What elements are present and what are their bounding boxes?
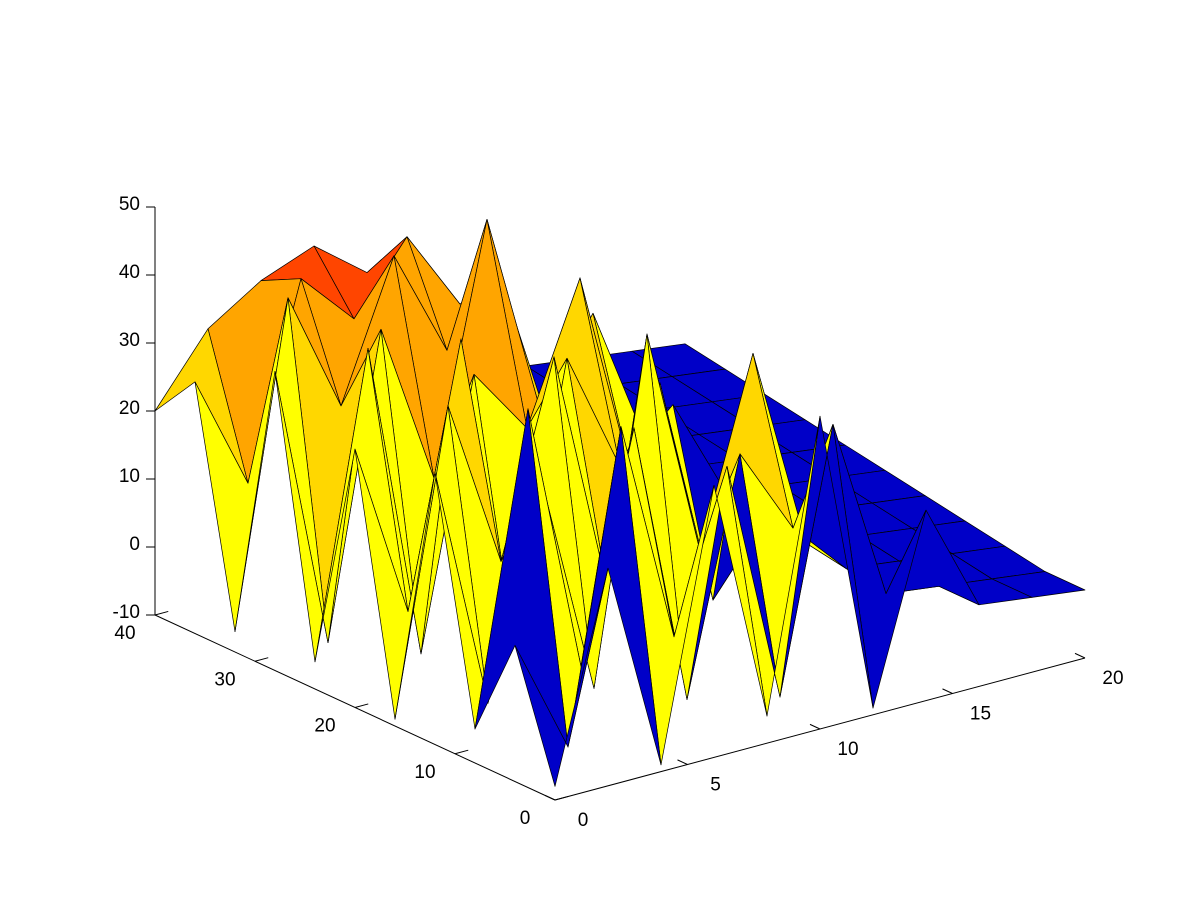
x-tick [809,723,821,730]
x-tick-label: 15 [970,704,991,725]
x-tick [677,759,688,765]
z-tick-label: 30 [119,330,140,351]
y-tick-label: 0 [520,808,531,829]
y-tick [254,657,269,662]
x-tick [942,688,953,694]
surface-face [514,567,609,787]
y-tick-label: 10 [414,762,435,783]
z-tick-label: 40 [119,262,140,283]
y-tick-label: 20 [314,716,335,737]
x-tick-label: 20 [1102,668,1123,689]
y-tick [554,795,569,801]
y-tick [154,610,169,616]
x-tick [544,794,556,801]
y-tick [354,703,369,708]
x-tick-label: 10 [837,739,858,760]
z-tick-label: 10 [119,466,140,487]
y-tick [454,749,469,755]
z-tick-label: 20 [119,398,140,419]
z-tick-label: -10 [113,602,140,623]
z-tick-label: 0 [129,534,140,555]
y-tick-label: 30 [214,669,235,690]
x-tick-label: 5 [710,775,721,796]
x-tick [1074,652,1086,659]
y-tick-label: 40 [114,623,135,644]
z-tick-label: 50 [119,194,140,215]
x-tick-label: 0 [578,810,589,831]
